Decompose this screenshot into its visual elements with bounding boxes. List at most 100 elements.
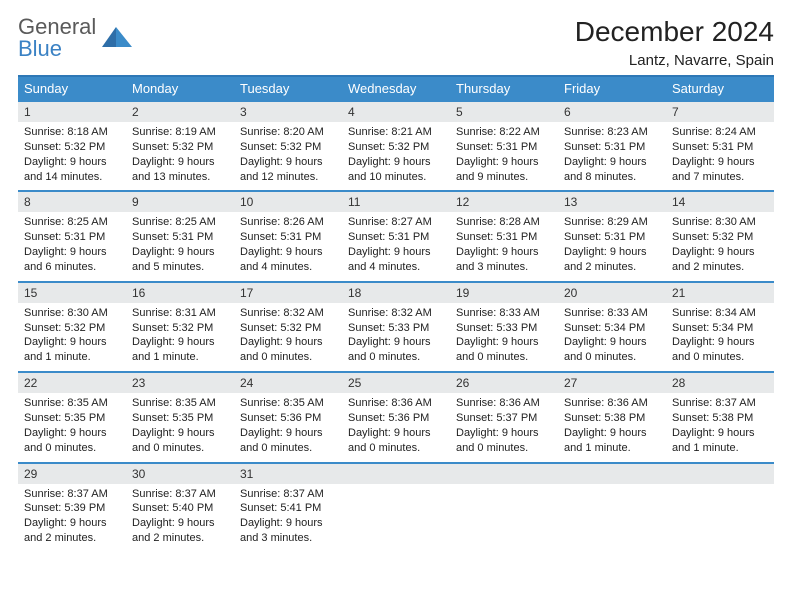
day-line-ss: Sunset: 5:32 PM <box>240 140 336 155</box>
day-line-dl2: and 7 minutes. <box>672 170 768 185</box>
day-body: Sunrise: 8:24 AMSunset: 5:31 PMDaylight:… <box>666 122 774 184</box>
day-body: Sunrise: 8:37 AMSunset: 5:39 PMDaylight:… <box>18 484 126 546</box>
day-line-sr: Sunrise: 8:33 AM <box>564 306 660 321</box>
day-line-dl2: and 0 minutes. <box>24 441 120 456</box>
calendar-day <box>558 464 666 552</box>
day-body: Sunrise: 8:35 AMSunset: 5:35 PMDaylight:… <box>18 393 126 455</box>
calendar-day <box>450 464 558 552</box>
calendar-day: 25Sunrise: 8:36 AMSunset: 5:36 PMDayligh… <box>342 373 450 461</box>
day-number: 8 <box>18 192 126 212</box>
day-line-dl1: Daylight: 9 hours <box>348 335 444 350</box>
day-line-ss: Sunset: 5:31 PM <box>348 230 444 245</box>
calendar-day: 17Sunrise: 8:32 AMSunset: 5:32 PMDayligh… <box>234 283 342 371</box>
calendar-day: 16Sunrise: 8:31 AMSunset: 5:32 PMDayligh… <box>126 283 234 371</box>
day-line-dl2: and 9 minutes. <box>456 170 552 185</box>
day-line-sr: Sunrise: 8:21 AM <box>348 125 444 140</box>
day-line-dl1: Daylight: 9 hours <box>240 426 336 441</box>
day-number: 31 <box>234 464 342 484</box>
day-number: 12 <box>450 192 558 212</box>
calendar-day: 29Sunrise: 8:37 AMSunset: 5:39 PMDayligh… <box>18 464 126 552</box>
day-line-ss: Sunset: 5:34 PM <box>672 321 768 336</box>
day-header: Sunday <box>18 77 126 100</box>
day-body: Sunrise: 8:19 AMSunset: 5:32 PMDaylight:… <box>126 122 234 184</box>
day-number: 28 <box>666 373 774 393</box>
day-line-dl2: and 0 minutes. <box>456 441 552 456</box>
day-line-dl1: Daylight: 9 hours <box>24 245 120 260</box>
day-body: Sunrise: 8:33 AMSunset: 5:33 PMDaylight:… <box>450 303 558 365</box>
day-number: 29 <box>18 464 126 484</box>
day-number: 1 <box>18 102 126 122</box>
day-body: Sunrise: 8:37 AMSunset: 5:38 PMDaylight:… <box>666 393 774 455</box>
day-line-ss: Sunset: 5:38 PM <box>672 411 768 426</box>
day-body: Sunrise: 8:31 AMSunset: 5:32 PMDaylight:… <box>126 303 234 365</box>
day-header: Tuesday <box>234 77 342 100</box>
day-line-sr: Sunrise: 8:37 AM <box>672 396 768 411</box>
day-line-dl1: Daylight: 9 hours <box>24 155 120 170</box>
day-line-dl2: and 3 minutes. <box>240 531 336 546</box>
calendar-day: 10Sunrise: 8:26 AMSunset: 5:31 PMDayligh… <box>234 192 342 280</box>
day-number: 21 <box>666 283 774 303</box>
calendar-day <box>666 464 774 552</box>
calendar-day: 21Sunrise: 8:34 AMSunset: 5:34 PMDayligh… <box>666 283 774 371</box>
day-header: Wednesday <box>342 77 450 100</box>
day-line-sr: Sunrise: 8:36 AM <box>456 396 552 411</box>
day-line-sr: Sunrise: 8:34 AM <box>672 306 768 321</box>
day-line-sr: Sunrise: 8:36 AM <box>564 396 660 411</box>
day-line-dl2: and 5 minutes. <box>132 260 228 275</box>
calendar-day: 8Sunrise: 8:25 AMSunset: 5:31 PMDaylight… <box>18 192 126 280</box>
day-line-dl1: Daylight: 9 hours <box>132 335 228 350</box>
day-line-ss: Sunset: 5:31 PM <box>132 230 228 245</box>
day-line-sr: Sunrise: 8:37 AM <box>132 487 228 502</box>
day-line-dl1: Daylight: 9 hours <box>240 155 336 170</box>
day-line-sr: Sunrise: 8:36 AM <box>348 396 444 411</box>
calendar-day: 19Sunrise: 8:33 AMSunset: 5:33 PMDayligh… <box>450 283 558 371</box>
day-line-dl1: Daylight: 9 hours <box>456 335 552 350</box>
calendar-day: 2Sunrise: 8:19 AMSunset: 5:32 PMDaylight… <box>126 102 234 190</box>
day-line-dl1: Daylight: 9 hours <box>456 426 552 441</box>
calendar-day: 20Sunrise: 8:33 AMSunset: 5:34 PMDayligh… <box>558 283 666 371</box>
calendar-day: 28Sunrise: 8:37 AMSunset: 5:38 PMDayligh… <box>666 373 774 461</box>
day-line-sr: Sunrise: 8:33 AM <box>456 306 552 321</box>
day-line-dl2: and 2 minutes. <box>672 260 768 275</box>
day-body: Sunrise: 8:26 AMSunset: 5:31 PMDaylight:… <box>234 212 342 274</box>
day-line-ss: Sunset: 5:33 PM <box>456 321 552 336</box>
day-line-dl1: Daylight: 9 hours <box>564 155 660 170</box>
calendar-day: 7Sunrise: 8:24 AMSunset: 5:31 PMDaylight… <box>666 102 774 190</box>
calendar-day: 23Sunrise: 8:35 AMSunset: 5:35 PMDayligh… <box>126 373 234 461</box>
day-number <box>342 464 450 484</box>
day-body: Sunrise: 8:30 AMSunset: 5:32 PMDaylight:… <box>18 303 126 365</box>
day-line-dl1: Daylight: 9 hours <box>564 335 660 350</box>
day-body: Sunrise: 8:34 AMSunset: 5:34 PMDaylight:… <box>666 303 774 365</box>
day-number: 11 <box>342 192 450 212</box>
day-body: Sunrise: 8:25 AMSunset: 5:31 PMDaylight:… <box>126 212 234 274</box>
page-title: December 2024 <box>575 16 774 48</box>
calendar-day: 11Sunrise: 8:27 AMSunset: 5:31 PMDayligh… <box>342 192 450 280</box>
calendar: Sunday Monday Tuesday Wednesday Thursday… <box>18 75 774 552</box>
logo-word-2: Blue <box>18 36 62 61</box>
day-line-sr: Sunrise: 8:30 AM <box>24 306 120 321</box>
day-number: 6 <box>558 102 666 122</box>
day-line-sr: Sunrise: 8:32 AM <box>348 306 444 321</box>
day-line-dl2: and 1 minute. <box>672 441 768 456</box>
day-line-ss: Sunset: 5:36 PM <box>348 411 444 426</box>
day-line-dl1: Daylight: 9 hours <box>240 516 336 531</box>
day-line-sr: Sunrise: 8:22 AM <box>456 125 552 140</box>
day-line-ss: Sunset: 5:34 PM <box>564 321 660 336</box>
calendar-day <box>342 464 450 552</box>
day-line-dl2: and 10 minutes. <box>348 170 444 185</box>
day-body: Sunrise: 8:23 AMSunset: 5:31 PMDaylight:… <box>558 122 666 184</box>
day-number: 18 <box>342 283 450 303</box>
day-body: Sunrise: 8:37 AMSunset: 5:41 PMDaylight:… <box>234 484 342 546</box>
calendar-day: 26Sunrise: 8:36 AMSunset: 5:37 PMDayligh… <box>450 373 558 461</box>
day-number: 19 <box>450 283 558 303</box>
day-number: 24 <box>234 373 342 393</box>
day-line-dl1: Daylight: 9 hours <box>24 426 120 441</box>
day-body <box>558 484 666 534</box>
day-number: 4 <box>342 102 450 122</box>
day-line-dl2: and 0 minutes. <box>564 350 660 365</box>
top-bar: General Blue December 2024 Lantz, Navarr… <box>18 16 774 69</box>
day-body: Sunrise: 8:25 AMSunset: 5:31 PMDaylight:… <box>18 212 126 274</box>
day-line-dl2: and 14 minutes. <box>24 170 120 185</box>
day-line-ss: Sunset: 5:31 PM <box>456 140 552 155</box>
calendar-day: 6Sunrise: 8:23 AMSunset: 5:31 PMDaylight… <box>558 102 666 190</box>
